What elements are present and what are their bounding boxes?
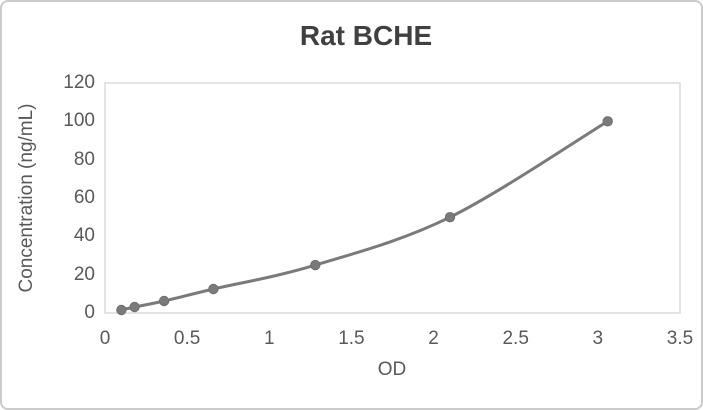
x-tick-label: 3.5 bbox=[666, 328, 694, 349]
data-point-marker bbox=[158, 295, 170, 307]
x-tick-label: 1 bbox=[263, 328, 275, 349]
plot-border bbox=[104, 82, 681, 314]
y-tick-label: 80 bbox=[73, 148, 95, 170]
chart-title: Rat BCHE bbox=[299, 20, 433, 51]
series-line bbox=[119, 119, 610, 312]
x-tick-label: 0 bbox=[99, 328, 111, 349]
x-tick-label: 3 bbox=[592, 328, 604, 349]
data-point-marker bbox=[208, 283, 219, 295]
data-point-marker bbox=[116, 304, 127, 316]
x-tick-label: 2 bbox=[428, 328, 439, 349]
data-point-marker bbox=[444, 212, 456, 223]
y-tick-label: 60 bbox=[73, 187, 95, 208]
x-axis-title: OD bbox=[377, 359, 407, 380]
data-point-marker bbox=[310, 259, 321, 271]
y-tick-label: 100 bbox=[63, 110, 95, 132]
y-tick-label: 120 bbox=[63, 72, 95, 93]
x-tick-label: 1.5 bbox=[338, 328, 365, 349]
y-tick-label: 40 bbox=[73, 225, 95, 247]
x-tick-label: 2.5 bbox=[502, 328, 529, 349]
y-tick-label: 0 bbox=[84, 302, 95, 323]
y-tick-label: 20 bbox=[73, 263, 95, 285]
data-point-marker bbox=[602, 116, 613, 127]
x-tick-label: 0.5 bbox=[173, 328, 201, 349]
data-point-marker bbox=[129, 301, 140, 313]
